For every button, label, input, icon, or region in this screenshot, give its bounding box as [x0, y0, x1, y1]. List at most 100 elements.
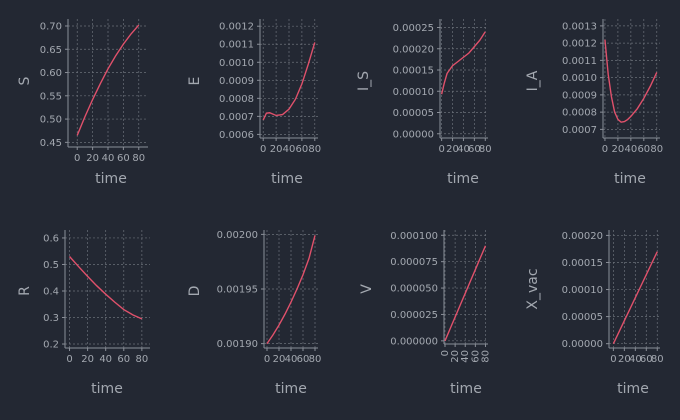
y-tick-label: 0.00195: [217, 285, 258, 296]
x-tick-label: 60: [640, 354, 653, 365]
y-tick-label: 0.00015: [562, 258, 603, 269]
y-tick-label: 0.0009: [219, 76, 254, 87]
x-tick-label: 40: [285, 354, 298, 365]
x-tick-label: 0: [74, 153, 80, 164]
y-tick-label: 0.0006: [219, 130, 254, 141]
y-tick-label: 0.0008: [562, 108, 597, 119]
y-axis-label: S: [17, 76, 33, 85]
y-tick-label: 0.4: [43, 286, 59, 297]
x-tick-label: 20: [446, 144, 459, 155]
x-tick-label: 80: [479, 144, 492, 155]
y-tick-label: 0.000050: [390, 284, 438, 295]
y-tick-label: 0.000075: [390, 257, 438, 268]
y-tick-label: 0.0011: [562, 56, 597, 67]
y-tick-label: 0.60: [40, 68, 62, 79]
y-tick-label: 0.00005: [562, 312, 603, 323]
x-axis-label: time: [95, 171, 127, 187]
series-line-x-vac: [612, 251, 658, 344]
x-tick-label: 80: [651, 354, 664, 365]
y-tick-label: 0.00010: [562, 285, 603, 296]
y-tick-label: 0.00000: [562, 339, 603, 350]
y-axis-label: E: [187, 77, 203, 86]
y-tick-label: 0.6: [43, 233, 59, 244]
x-tick-label: 60: [117, 153, 130, 164]
x-tick-label: 60: [468, 144, 481, 155]
x-tick-label: 40: [629, 354, 642, 365]
x-tick-label: 20: [81, 354, 94, 365]
y-tick-label: 0.0010: [219, 58, 254, 69]
x-tick-label: 20: [618, 354, 631, 365]
y-axis-label: R: [17, 286, 33, 296]
x-tick-label: 80: [132, 153, 145, 164]
x-tick-label: 0: [440, 350, 451, 356]
x-axis-label: time: [275, 381, 307, 397]
y-tick-label: 0.000025: [390, 310, 438, 321]
y-axis-label: I_A: [525, 70, 541, 91]
y-tick-label: 0.0007: [562, 125, 597, 136]
x-tick-label: 80: [480, 350, 491, 363]
y-tick-label: 0.00020: [393, 44, 434, 55]
y-tick-label: 0.00200: [217, 230, 258, 241]
x-axis-label: time: [447, 171, 479, 187]
series-line-d: [266, 235, 316, 345]
y-tick-label: 0.00025: [393, 23, 434, 34]
y-tick-label: 0.00015: [393, 66, 434, 77]
x-tick-label: 0: [610, 354, 616, 365]
y-axis-label: V: [359, 284, 375, 294]
y-tick-label: 0.00005: [393, 108, 434, 119]
x-tick-label: 40: [283, 144, 296, 155]
y-tick-label: 0.0012: [562, 39, 597, 50]
x-axis-label: time: [91, 381, 123, 397]
y-axis-label: D: [187, 286, 203, 297]
x-tick-label: 0: [260, 144, 266, 155]
x-tick-label: 0: [438, 144, 444, 155]
x-tick-label: 20: [86, 153, 99, 164]
x-tick-label: 40: [457, 144, 470, 155]
y-tick-label: 0.5: [43, 260, 59, 271]
x-tick-label: 60: [637, 144, 650, 155]
x-tick-label: 0: [264, 354, 270, 365]
x-tick-label: 20: [270, 144, 283, 155]
x-tick-label: 40: [460, 350, 471, 363]
y-tick-label: 0.000000: [390, 336, 438, 347]
y-tick-label: 0.0013: [562, 21, 597, 32]
y-tick-label: 0.70: [40, 21, 62, 32]
y-tick-label: 0.65: [40, 45, 62, 56]
series-line-s: [76, 24, 140, 136]
x-tick-label: 20: [612, 144, 625, 155]
x-axis-label: time: [271, 171, 303, 187]
y-tick-label: 0.0007: [219, 112, 254, 123]
series-line-i-a: [604, 39, 658, 123]
panel-s: 0 20 40 60 80 0.45 0.50 0.55 0.60 0.65 0.70 time S: [17, 19, 148, 187]
x-tick-label: 80: [135, 354, 148, 365]
x-tick-label: 60: [470, 350, 481, 363]
panel-v: 0 20 40 60 80 0.000000 0.000025 0.000050 0.00007…: [359, 230, 491, 397]
y-tick-label: 0.2: [43, 340, 59, 351]
series-line-i-s: [440, 31, 486, 95]
y-tick-label: 0.00000: [393, 129, 434, 140]
panel-d: 0 20 40 60 80 0.00190 0.00195 0.00200 time D: [187, 230, 321, 397]
y-tick-label: 0.0009: [562, 90, 597, 101]
x-tick-label: 40: [102, 153, 115, 164]
x-tick-label: 60: [297, 354, 310, 365]
series-line-e: [262, 42, 316, 121]
panel-r: 0 20 40 60 80 0.2 0.3 0.4 0.5 0.6 time R: [17, 230, 150, 397]
panel-i-a: 0 20 40 60 80 0.0007 0.0008 0.0009 0.0010 0.0011 0…: [525, 19, 663, 187]
y-axis-label: X_vac: [525, 268, 541, 309]
y-tick-label: 0.55: [40, 91, 62, 102]
y-tick-label: 0.3: [43, 313, 59, 324]
x-axis-label: time: [450, 381, 482, 397]
y-tick-label: 0.45: [40, 138, 62, 149]
x-tick-label: 20: [450, 350, 461, 363]
x-axis-label: time: [614, 171, 646, 187]
y-axis-label: I_S: [356, 71, 372, 91]
y-tick-label: 0.0011: [219, 40, 254, 51]
y-tick-label: 0.50: [40, 115, 62, 126]
x-axis-label: time: [617, 381, 649, 397]
x-tick-label: 80: [308, 144, 321, 155]
x-tick-label: 40: [99, 354, 112, 365]
panel-e: 0 20 40 60 80 0.0006 0.0007 0.0008 0.0009 0.0010 0…: [187, 19, 321, 187]
